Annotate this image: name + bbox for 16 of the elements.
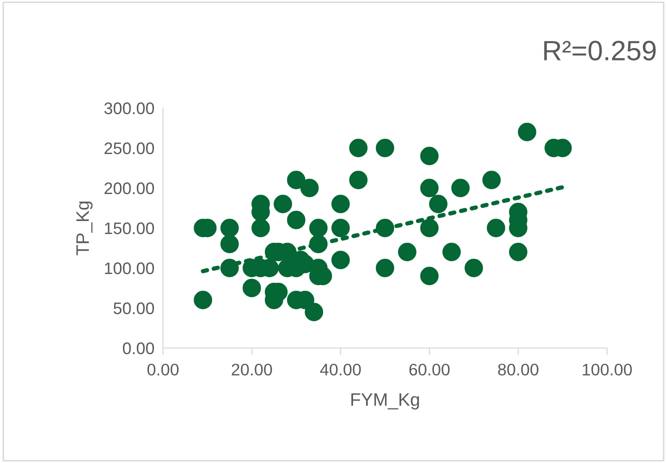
x-tick-label: 60.00: [409, 364, 450, 376]
y-tick-label: 100.00: [104, 262, 154, 274]
text: R²=0.259: [544, 40, 656, 60]
y-tick-label: 150.00: [104, 222, 154, 234]
y-tick-label: 50.00: [114, 302, 154, 314]
x-tick-label: 80.00: [498, 364, 538, 376]
x-tick-label: 0.00: [147, 364, 179, 376]
x-axis-title: FYM_Kg: [351, 393, 419, 410]
y-axis-title: TP_Kg: [76, 202, 93, 256]
y-tick-label: 300.00: [104, 102, 154, 114]
x-tick-label: 20.00: [232, 364, 272, 376]
x-tick-label: 100.00: [582, 364, 632, 376]
y-tick-label: 250.00: [104, 142, 154, 154]
x-tick-label: 40.00: [320, 364, 361, 376]
y-tick-label: 0.00: [122, 342, 154, 354]
y-tick-label: 200.00: [104, 182, 154, 194]
